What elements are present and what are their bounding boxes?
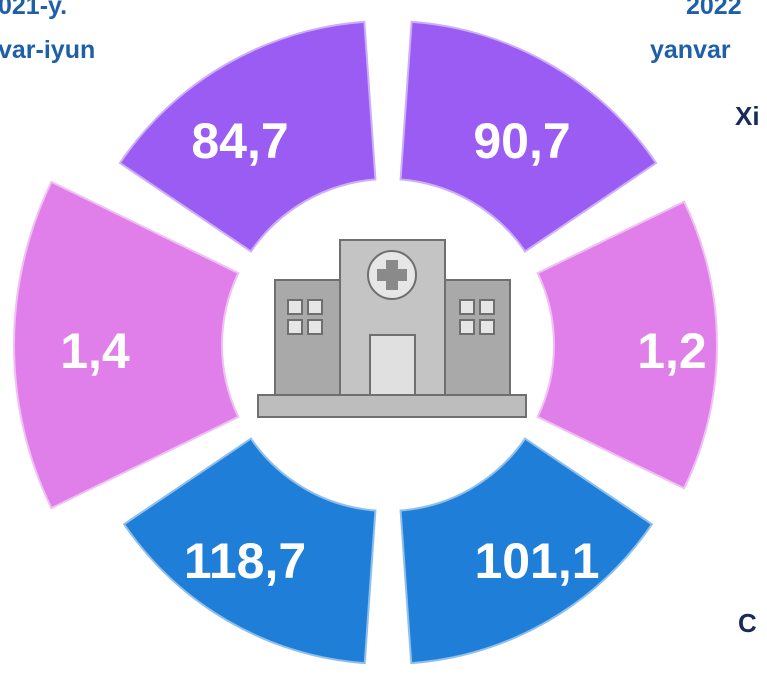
segment [116,18,379,255]
header-left-line2: var-iyun [0,36,95,64]
header-right-line2: yanvar [650,36,731,64]
side-label: Xi [735,101,760,131]
hospital-icon [257,239,527,418]
segment [120,435,379,667]
segment [11,178,242,512]
side-label: C [738,608,757,638]
segment-label: 1,2 [637,323,707,379]
header-right-line1: 2022 [686,0,742,20]
segment-label: 84,7 [191,113,288,169]
segments: 84,7 90,7 1,4 1,2 118,7 101,1 [11,18,720,667]
segment-label: 90,7 [473,113,570,169]
segment [397,435,656,667]
segment-label: 118,7 [184,533,306,589]
segment-label: 1,4 [60,323,130,379]
header-left-line1: 021-y. [0,0,67,20]
segment [397,18,660,255]
segment [534,198,720,492]
segment-label: 101,1 [474,533,599,589]
